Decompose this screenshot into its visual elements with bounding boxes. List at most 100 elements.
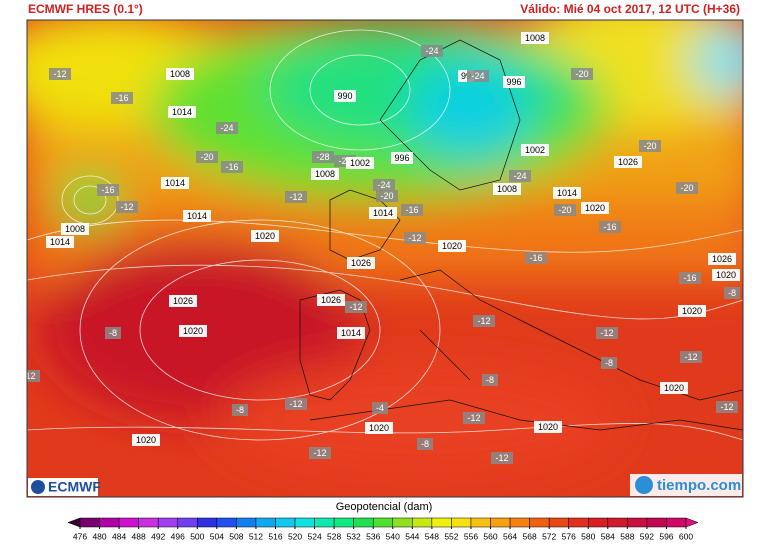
label-box <box>521 144 549 156</box>
temperature-label: -12 <box>120 202 133 212</box>
temperature-label: -24 <box>377 180 390 190</box>
pressure-label: 1026 <box>618 157 638 167</box>
label-box <box>421 45 443 57</box>
colorbar-tick-label: 548 <box>425 531 439 541</box>
pressure-label: 1020 <box>255 231 275 241</box>
colorbar-segment <box>314 517 335 528</box>
label-box <box>111 92 133 104</box>
colorbar-segment <box>548 517 569 528</box>
temperature-label: -4 <box>376 403 384 413</box>
pressure-label: 1008 <box>65 224 85 234</box>
colorbar-tick-label: 508 <box>229 531 243 541</box>
colorbar-tick-label: 556 <box>464 531 478 541</box>
pressure-label: 1020 <box>585 203 605 213</box>
colorbar-tick-label: 544 <box>405 531 419 541</box>
colorbar-tick-label: 476 <box>73 531 87 541</box>
label-box <box>161 177 189 189</box>
colorbar-tick-label: 512 <box>249 531 263 541</box>
colorbar-arrow <box>67 517 81 528</box>
temperature-label: -24 <box>425 46 438 56</box>
temperature-label: -16 <box>405 205 418 215</box>
colorbar-segment <box>607 517 628 528</box>
label-box <box>285 398 307 410</box>
label-box <box>105 327 121 339</box>
colorbar-segment <box>490 517 511 528</box>
label-box <box>463 412 485 424</box>
valid-time: Válido: Mié 04 oct 2017, 12 UTC (H+36) <box>520 2 740 16</box>
temperature-label: -12 <box>720 402 733 412</box>
colorbar-segment <box>333 517 354 528</box>
temperature-label: -12 <box>349 302 362 312</box>
label-box <box>373 179 395 191</box>
label-box <box>716 401 738 413</box>
temperature-label: -28 <box>338 156 351 166</box>
label-box <box>401 204 423 216</box>
label-box <box>183 210 211 222</box>
colorbar-segment <box>431 517 452 528</box>
map-frame <box>26 19 744 498</box>
colorbar-segment <box>99 517 120 528</box>
label-box <box>491 452 513 464</box>
label-box <box>346 157 374 169</box>
label-box <box>596 327 618 339</box>
label-box <box>232 404 248 416</box>
colorbar-tick-label: 528 <box>327 531 341 541</box>
pressure-label: 1020 <box>442 241 462 251</box>
temperature-label: -8 <box>605 358 613 368</box>
pressure-label: 996 <box>506 77 521 87</box>
colorbar-arrow <box>685 517 699 528</box>
temperature-label: -8 <box>728 288 736 298</box>
temperature-label: -24 <box>220 123 233 133</box>
label-box <box>365 422 393 434</box>
pressure-label: 1014 <box>172 107 192 117</box>
label-box <box>438 240 466 252</box>
pressure-label: 99 <box>461 71 471 81</box>
ecmwf-logo: ECMWF <box>28 478 101 496</box>
temperature-label: -8 <box>486 375 494 385</box>
temperature-label: -12 <box>467 413 480 423</box>
pressure-label: 1020 <box>716 270 736 280</box>
colorbar-segment <box>216 517 237 528</box>
colorbar-segment <box>372 517 394 528</box>
temperature-label: -8 <box>109 328 117 338</box>
temperature-label: -20 <box>575 69 588 79</box>
label-box <box>708 253 736 265</box>
label-box <box>309 447 331 459</box>
colorbar-segment <box>627 517 648 528</box>
temperature-label: -12 <box>477 316 490 326</box>
colorbar-tick-label: 532 <box>347 531 361 541</box>
colorbar-tick-label: 584 <box>601 531 615 541</box>
label-box <box>347 257 375 269</box>
colorbar-segment <box>275 517 296 528</box>
label-box <box>376 190 398 202</box>
colorbar-segment <box>412 517 433 528</box>
colorbar-segment <box>666 517 687 528</box>
label-box <box>221 161 243 173</box>
label-box <box>509 170 531 182</box>
temperature-label: -20 <box>200 152 213 162</box>
label-box <box>169 295 197 307</box>
colorbar-segment <box>138 517 159 528</box>
colorbar-segment <box>509 517 530 528</box>
temperature-label: -16 <box>101 185 114 195</box>
model-title: ECMWF HRES (0.1°) <box>28 2 143 16</box>
temperature-label: -12 <box>495 453 508 463</box>
label-box <box>712 269 740 281</box>
colorbar-segment <box>568 517 589 528</box>
label-box <box>61 223 89 235</box>
pressure-label: 1008 <box>170 69 190 79</box>
colorbar-tick-label: 576 <box>562 531 576 541</box>
pressure-label: 1014 <box>165 178 185 188</box>
label-box <box>553 187 581 199</box>
label-box <box>179 325 207 337</box>
temperature-label: -16 <box>225 162 238 172</box>
label-box <box>482 374 498 386</box>
colorbar-segment <box>392 517 413 528</box>
temperature-label: -16 <box>683 273 696 283</box>
temperature-label: -12 <box>289 192 302 202</box>
colorbar-segment <box>470 517 491 528</box>
colorbar-segment <box>79 517 100 528</box>
colorbar-tick-label: 516 <box>268 531 282 541</box>
colorbar-tick-label: 580 <box>581 531 595 541</box>
